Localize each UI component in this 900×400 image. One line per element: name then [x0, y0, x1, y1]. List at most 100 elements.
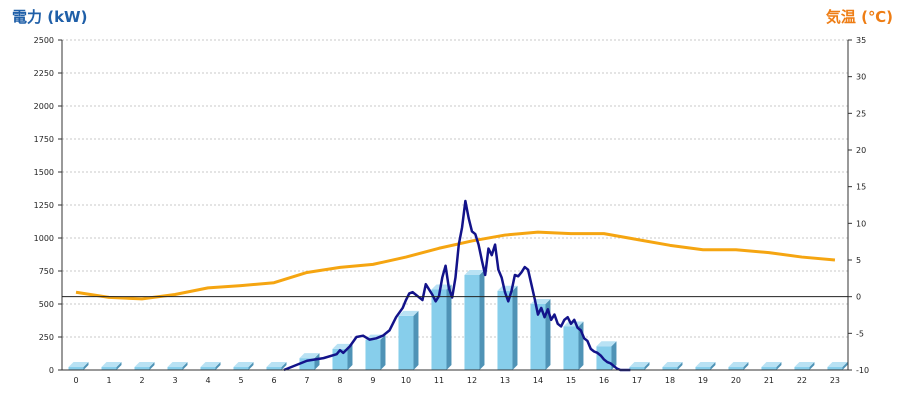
- bar-side: [611, 341, 617, 370]
- bar-top: [200, 362, 221, 367]
- bar-top: [398, 310, 419, 316]
- bar-top: [629, 362, 650, 367]
- bar-hour-12: [464, 269, 485, 370]
- bar-hour-3: [167, 362, 188, 370]
- bar-side: [413, 310, 419, 370]
- bar-front: [497, 290, 513, 370]
- bar-hour-19: [695, 362, 716, 370]
- y-left-tick-label: 2000: [34, 102, 54, 111]
- y-left-tick-label: 250: [39, 333, 54, 342]
- bar-front: [662, 367, 678, 370]
- x-tick-label: 15: [566, 376, 576, 385]
- bar-hour-7: [299, 353, 320, 370]
- x-tick-labels: 0 1 2 3 4 5 6 7 8 9 10 11 12 13 14 15 16 17 18 19 20 21 22 23: [73, 376, 840, 385]
- bar-hour-6: [266, 362, 287, 370]
- bar-top: [695, 362, 716, 367]
- y-right-tick-label: 15: [856, 183, 866, 192]
- x-tick-label: 9: [370, 376, 375, 385]
- right-axis-label: 気温 (℃): [826, 8, 893, 26]
- bar-top: [662, 362, 683, 367]
- bar-top: [596, 341, 617, 347]
- x-tick-label: 10: [401, 376, 411, 385]
- bar-front: [794, 367, 810, 370]
- y-left-tick-label: 500: [39, 300, 54, 309]
- y-right-tick-label: 30: [856, 73, 866, 82]
- y-left-tick-label: 750: [39, 267, 54, 276]
- bar-top: [563, 321, 584, 327]
- y-left-tick-label: 1750: [34, 135, 54, 144]
- bar-front: [167, 367, 183, 370]
- y-right-tick-label: -10: [856, 366, 869, 375]
- y-left-tick-label: 1000: [34, 234, 54, 243]
- bar-front: [134, 367, 150, 370]
- x-tick-label: 4: [205, 376, 210, 385]
- bar-side: [644, 362, 650, 370]
- bar-front: [728, 367, 744, 370]
- bar-top: [266, 362, 287, 367]
- x-tick-label: 14: [533, 376, 543, 385]
- x-tick-label: 16: [599, 376, 609, 385]
- bar-hour-21: [761, 362, 782, 370]
- bar-side: [479, 269, 485, 370]
- x-tick-label: 12: [467, 376, 477, 385]
- bar-hour-17: [629, 362, 650, 370]
- x-tick-label: 5: [238, 376, 243, 385]
- x-tick-label: 13: [500, 376, 510, 385]
- bar-hour-1: [101, 362, 122, 370]
- bar-hour-10: [398, 310, 419, 370]
- bar-front: [761, 367, 777, 370]
- bar-front: [827, 367, 843, 370]
- bar-side: [710, 362, 716, 370]
- x-tick-label: 6: [271, 376, 276, 385]
- bar-front: [200, 367, 216, 370]
- bar-side: [677, 362, 683, 370]
- bar-side: [809, 362, 815, 370]
- x-tick-label: 21: [764, 376, 774, 385]
- y-right-tick-label: -5: [856, 329, 864, 338]
- x-tick-label: 11: [434, 376, 444, 385]
- y-left-tick-label: 1500: [34, 168, 54, 177]
- y-left-tick-label: 2250: [34, 69, 54, 78]
- bar-top: [299, 353, 320, 359]
- bar-hour-5: [233, 362, 254, 370]
- y-right-tick-label: 10: [856, 219, 866, 228]
- bar-top: [728, 362, 749, 367]
- y-left-tick-label: 2500: [34, 36, 54, 45]
- bar-front: [464, 274, 480, 370]
- bar-side: [446, 284, 452, 370]
- bar-top: [233, 362, 254, 367]
- bar-side: [743, 362, 749, 370]
- y-left-tick-label: 0: [49, 366, 54, 375]
- bar-side: [776, 362, 782, 370]
- bar-front: [365, 339, 381, 370]
- bar-front: [398, 315, 414, 370]
- y-right-tick-labels: -10 -5 0 5 10 15 20 25 30 35: [856, 36, 869, 375]
- bar-front: [68, 367, 84, 370]
- y-right-tick-label: 5: [856, 256, 861, 265]
- x-tick-label: 20: [731, 376, 741, 385]
- bar-hour-16: [596, 341, 617, 370]
- bar-top: [101, 362, 122, 367]
- bar-hour-22: [794, 362, 815, 370]
- bar-front: [101, 367, 117, 370]
- x-tick-label: 1: [106, 376, 111, 385]
- bar-hour-4: [200, 362, 221, 370]
- y-right-tick-label: 0: [856, 293, 861, 302]
- bar-front: [233, 367, 249, 370]
- y-right-tick-label: 35: [856, 36, 866, 45]
- x-tick-label: 0: [73, 376, 78, 385]
- bar-top: [167, 362, 188, 367]
- bar-top: [68, 362, 89, 367]
- bar-series: [68, 269, 848, 370]
- bar-side: [83, 362, 89, 370]
- bar-hour-23: [827, 362, 848, 370]
- bar-side: [842, 362, 848, 370]
- y-right-tick-label: 25: [856, 109, 866, 118]
- bar-hour-20: [728, 362, 749, 370]
- bar-front: [563, 326, 579, 370]
- bar-front: [530, 304, 546, 370]
- bar-front: [629, 367, 645, 370]
- bar-front: [266, 367, 282, 370]
- line-series: [75, 199, 836, 372]
